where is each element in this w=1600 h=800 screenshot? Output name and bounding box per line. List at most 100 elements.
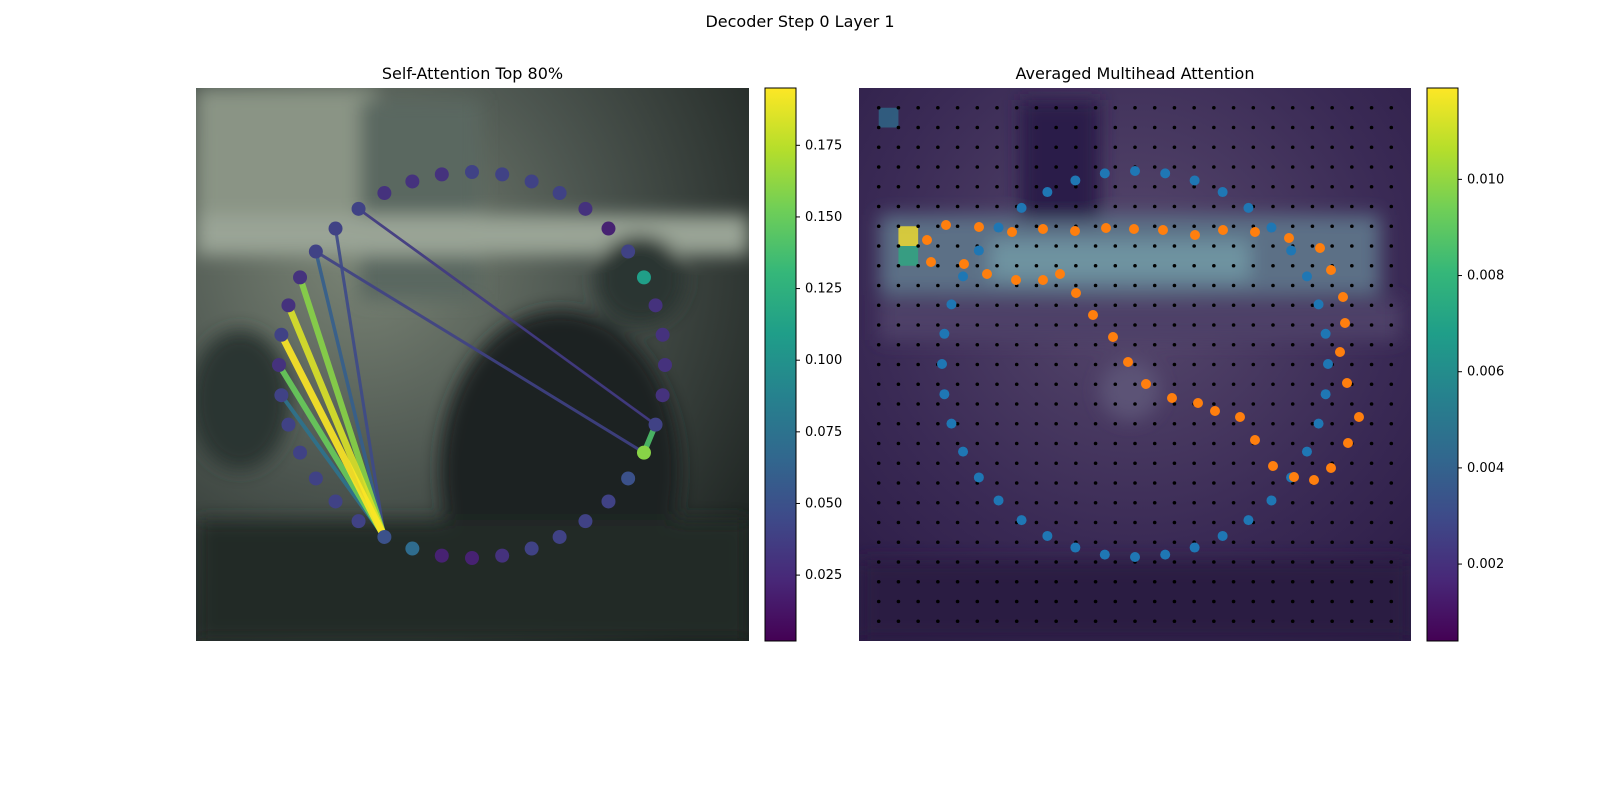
grid-dot [1133,421,1137,426]
grid-dot [1014,500,1019,505]
grid-dot [1212,323,1216,327]
grid-dot [1369,579,1374,584]
grid-dot [876,184,881,189]
grid-dot [916,125,920,130]
grid-dot [995,283,999,288]
grid-dot [876,540,881,545]
grid-dot [1093,342,1098,347]
grid-dot [1152,323,1157,327]
ring-point [293,445,308,460]
grid-dot [1369,283,1374,288]
outer-ring-point [1286,245,1297,256]
grid-dot [1133,461,1137,466]
grid-dot [1192,560,1196,564]
grid-dot [1389,382,1394,387]
grid-dot [1290,184,1295,189]
grid-dot [916,244,920,248]
grid-dot [1172,421,1177,426]
grid-dot [1330,342,1334,347]
grid-dot [1054,619,1058,624]
grid-dot [1389,323,1394,327]
grid-dot [1330,481,1334,485]
grid-dot [1231,303,1236,308]
outer-ring-point [1099,549,1110,560]
grid-dot [1310,204,1315,209]
grid-dot [1212,145,1216,150]
right-background-blur-shapes [859,100,1411,641]
ring-point [351,514,366,529]
grid-dot [975,362,980,367]
grid-dot [1093,323,1098,327]
outer-ring-point [1070,542,1081,553]
grid-dot [1152,204,1157,209]
grid-dot [1231,244,1236,248]
grid-dot [1014,224,1019,229]
grid-dot [1231,540,1236,545]
inner-curve-point [1055,269,1065,279]
grid-dot [936,263,940,268]
inner-curve-point [1038,275,1048,285]
grid-dot [1113,402,1118,406]
grid-dot [955,165,960,169]
grid-dot [1172,165,1177,169]
grid-dot [1271,125,1275,130]
grid-dot [936,421,940,426]
grid-dot [916,224,920,229]
grid-dot [1290,263,1295,268]
grid-dot [1113,303,1118,308]
grid-dot [896,560,901,564]
grid-dot [1271,540,1275,545]
grid-dot [1113,500,1118,505]
grid-dot [1014,342,1019,347]
grid-dot [1074,382,1078,387]
grid-dot [936,500,940,505]
grid-dot [1054,560,1058,564]
outer-ring-point [946,299,957,310]
inner-curve-point [1335,347,1345,357]
grid-dot [955,520,960,525]
grid-dot [1350,263,1354,268]
inner-curve-point [1088,310,1098,320]
grid-dot [975,560,980,564]
grid-dot [975,283,980,288]
grid-dot [1290,520,1295,525]
grid-dot [1014,421,1019,426]
grid-dot [955,481,960,485]
grid-dot [1389,244,1394,248]
grid-dot [1133,204,1137,209]
inner-curve-point [1158,225,1168,235]
grid-dot [916,599,920,604]
grid-dot [1172,303,1177,308]
ring-point [621,471,636,486]
grid-dot [896,619,901,624]
grid-dot [1074,184,1078,189]
grid-dot [1014,125,1019,130]
grid-dot [1172,263,1177,268]
grid-dot [876,244,881,248]
grid-dot [1350,540,1354,545]
heatmap-cell [878,107,899,128]
grid-dot [1350,244,1354,248]
grid-dot [1113,540,1118,545]
ring-point [281,298,296,313]
grid-dot [1192,342,1196,347]
grid-dot [1251,481,1256,485]
grid-dot [1172,283,1177,288]
grid-dot [1212,362,1216,367]
grid-dot [1034,362,1039,367]
grid-dot [1074,500,1078,505]
grid-dot [1172,441,1177,446]
colorbar-tick-label: 0.010 [1467,172,1504,187]
grid-dot [1290,342,1295,347]
grid-dot [995,421,999,426]
grid-dot [1290,382,1295,387]
grid-dot [1014,263,1019,268]
grid-dot [1074,125,1078,130]
grid-dot [1014,323,1019,327]
grid-dot [1014,441,1019,446]
grid-dot [876,283,881,288]
grid-dot [1369,165,1374,169]
grid-dot [955,244,960,248]
multihead-attention-plot [859,88,1411,641]
grid-dot [1192,105,1196,110]
